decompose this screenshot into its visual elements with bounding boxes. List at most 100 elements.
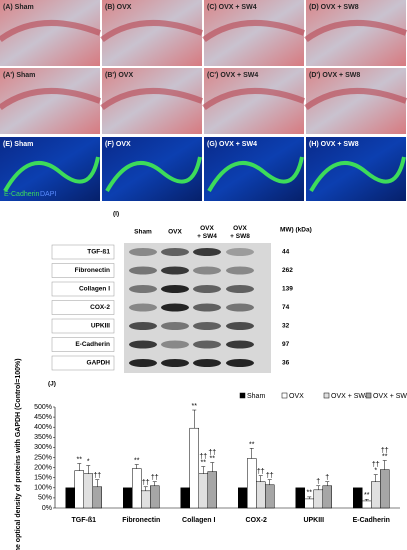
bar <box>207 471 217 509</box>
significance: †† <box>257 469 265 476</box>
significance: * <box>374 468 377 475</box>
mw-value: 74 <box>282 304 290 311</box>
mw-value: 32 <box>282 323 290 330</box>
stain-label: DAPI <box>40 191 56 198</box>
row-label-box <box>51 355 115 371</box>
band <box>193 266 221 275</box>
panel-label: (A') Sham <box>3 72 35 79</box>
tissue-fold <box>202 19 306 43</box>
band <box>129 266 157 275</box>
epithelium <box>3 156 100 192</box>
bar <box>141 490 151 509</box>
micrograph <box>204 137 304 201</box>
band <box>226 266 254 275</box>
legend-swatch <box>281 392 288 399</box>
histology-panels: (A) Sham (B) OVX (C) OVX + SW4 (D) OVX + SW… <box>0 0 407 201</box>
bar <box>322 485 332 509</box>
significance: †† <box>151 475 159 482</box>
band <box>193 359 221 367</box>
stain-label: E-Cadherin <box>4 191 40 198</box>
row-label-box <box>51 263 115 278</box>
y-axis-label: The optical density of proteins with GAP… <box>15 358 22 550</box>
band <box>161 359 189 367</box>
tissue-fold <box>0 19 102 43</box>
row-label: COX-2 <box>90 304 110 311</box>
row-label: GAPDH <box>87 360 111 367</box>
bar <box>353 487 363 509</box>
bar <box>238 487 248 509</box>
micrograph <box>306 137 406 201</box>
bar <box>362 500 372 509</box>
legend-label: OVX + SW4 <box>331 393 369 400</box>
significance: ** <box>201 459 207 466</box>
micrograph <box>102 137 202 201</box>
row-label-box <box>51 337 115 352</box>
row-label: UPKIII <box>91 323 110 330</box>
band <box>129 285 157 293</box>
bar <box>150 485 160 509</box>
tissue-fold <box>304 87 407 111</box>
y-tick-label: 300% <box>34 444 52 451</box>
epithelium <box>105 156 202 192</box>
significance: †† <box>208 449 216 456</box>
lane-header: Sham <box>134 229 152 236</box>
legend-swatch <box>239 392 246 399</box>
band <box>226 359 254 367</box>
row-label-box <box>51 318 115 334</box>
band <box>226 285 254 293</box>
significance: * <box>87 458 90 465</box>
significance: † <box>325 475 329 482</box>
x-tick-label: UPKIII <box>303 517 324 524</box>
band <box>226 340 254 349</box>
mw-value: 44 <box>282 249 290 256</box>
band <box>129 322 157 330</box>
row-label-box <box>51 244 115 260</box>
significance: ** <box>210 455 216 462</box>
band <box>193 340 221 349</box>
significance: ** <box>192 403 198 410</box>
tissue-fold <box>0 87 102 111</box>
row-label: TGF-ß1 <box>87 249 110 256</box>
band <box>226 322 254 330</box>
significance: ** <box>382 453 388 460</box>
y-tick-label: 250% <box>34 454 52 461</box>
bar <box>371 481 381 509</box>
bar <box>198 473 208 509</box>
panel-label: (E) Sham <box>3 141 33 148</box>
tissue-fold <box>100 87 204 111</box>
panel-label: (A) Sham <box>3 4 34 11</box>
panel-label: (F) OVX <box>105 141 131 148</box>
band <box>226 303 254 312</box>
bar <box>83 473 93 509</box>
y-tick-label: 150% <box>34 475 52 482</box>
bar <box>92 486 102 509</box>
panel-label: (B) OVX <box>105 4 132 11</box>
y-tick-label: 400% <box>34 424 52 431</box>
band <box>161 322 189 330</box>
legend-label: OVX + SW8 <box>373 393 407 400</box>
lane-header: OVX <box>168 229 182 236</box>
mw-header: MW) (kDa) <box>280 227 312 234</box>
significance: ** <box>134 457 140 464</box>
y-tick-label: 0% <box>42 505 52 512</box>
micrograph <box>0 137 100 201</box>
band <box>161 266 189 275</box>
mw-value: 36 <box>282 360 290 367</box>
bar-chart: (J) The optical density of proteins with … <box>15 358 407 550</box>
band <box>129 303 157 312</box>
y-tick-label: 500% <box>34 404 52 411</box>
significance: †† <box>93 473 101 480</box>
significance: †† <box>381 447 389 454</box>
x-tick-label: TGF-ß1 <box>72 517 97 524</box>
y-tick-label: 350% <box>34 434 52 441</box>
x-tick-label: E-Cadherin <box>353 517 390 524</box>
significance: ** <box>77 456 83 463</box>
significance: ** <box>249 441 255 448</box>
row-label: Fibronectin <box>75 267 110 274</box>
bar <box>74 470 84 509</box>
panel-label: (C) OVX + SW4 <box>207 4 257 11</box>
significance: †† <box>142 480 150 487</box>
legend-label: Sham <box>247 393 265 400</box>
bar <box>295 487 305 509</box>
